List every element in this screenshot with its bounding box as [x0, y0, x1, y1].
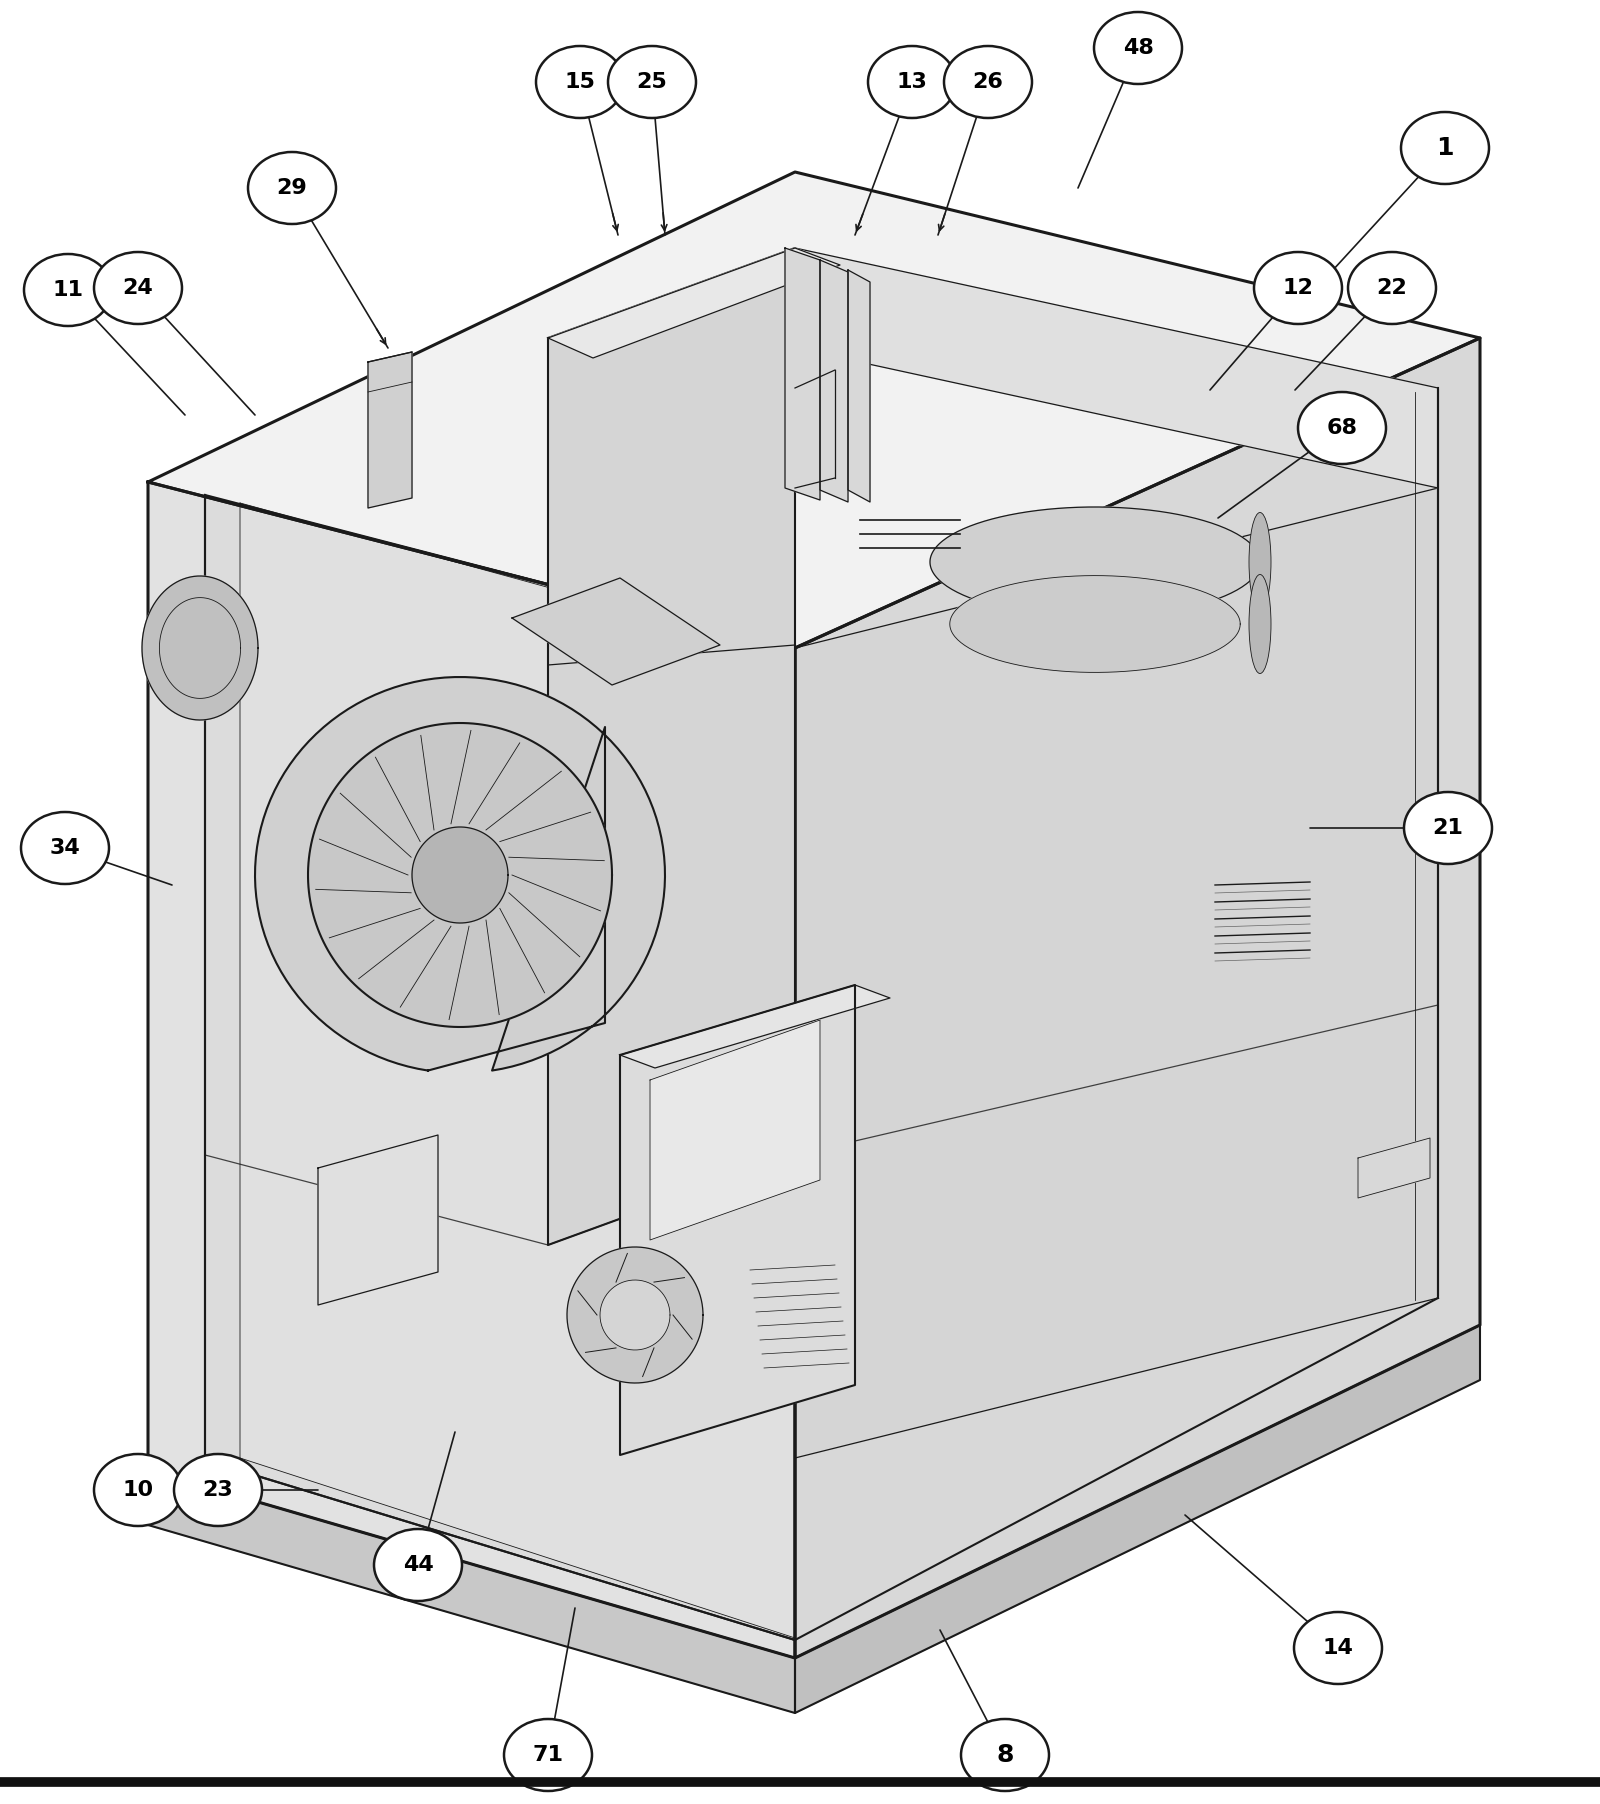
Polygon shape	[819, 260, 848, 502]
Ellipse shape	[1094, 13, 1182, 85]
Text: 8: 8	[997, 1743, 1014, 1766]
Ellipse shape	[1254, 253, 1342, 325]
Polygon shape	[950, 575, 1240, 673]
Text: 34: 34	[50, 839, 80, 859]
Ellipse shape	[174, 1454, 262, 1526]
Text: 10: 10	[123, 1479, 154, 1499]
Text: 13: 13	[896, 72, 928, 92]
Ellipse shape	[21, 812, 109, 884]
Text: 44: 44	[403, 1555, 434, 1575]
Ellipse shape	[1250, 512, 1270, 612]
Text: 29: 29	[277, 179, 307, 198]
Polygon shape	[600, 1281, 670, 1349]
Ellipse shape	[374, 1530, 462, 1600]
Polygon shape	[147, 1470, 795, 1714]
Polygon shape	[621, 985, 890, 1068]
Ellipse shape	[608, 45, 696, 117]
Polygon shape	[368, 352, 413, 509]
Polygon shape	[650, 1019, 819, 1239]
Ellipse shape	[1402, 112, 1490, 184]
Polygon shape	[786, 247, 819, 500]
Ellipse shape	[1347, 253, 1437, 325]
Polygon shape	[621, 985, 854, 1456]
Text: 48: 48	[1123, 38, 1154, 58]
Polygon shape	[205, 494, 795, 1640]
Ellipse shape	[536, 45, 624, 117]
Polygon shape	[142, 575, 258, 720]
Text: 21: 21	[1432, 817, 1464, 839]
Ellipse shape	[1405, 792, 1491, 864]
Polygon shape	[309, 723, 611, 1026]
Polygon shape	[795, 489, 1438, 1458]
Polygon shape	[930, 507, 1261, 617]
Text: 71: 71	[533, 1744, 563, 1764]
Polygon shape	[147, 482, 795, 1658]
Text: 15: 15	[565, 72, 595, 92]
Text: 11: 11	[53, 280, 83, 299]
Polygon shape	[547, 247, 795, 1245]
Ellipse shape	[1250, 574, 1270, 673]
Ellipse shape	[962, 1719, 1050, 1791]
Polygon shape	[795, 1324, 1480, 1714]
Text: 23: 23	[203, 1479, 234, 1499]
Text: 24: 24	[123, 278, 154, 298]
Ellipse shape	[504, 1719, 592, 1791]
Polygon shape	[1358, 1138, 1430, 1198]
Polygon shape	[254, 676, 666, 1070]
Ellipse shape	[867, 45, 957, 117]
Polygon shape	[547, 247, 840, 357]
Text: 22: 22	[1376, 278, 1408, 298]
Text: 14: 14	[1323, 1638, 1354, 1658]
Text: 25: 25	[637, 72, 667, 92]
Ellipse shape	[1298, 391, 1386, 464]
Ellipse shape	[1294, 1613, 1382, 1683]
Polygon shape	[795, 337, 1480, 1658]
Polygon shape	[413, 826, 509, 924]
Polygon shape	[512, 577, 720, 686]
Ellipse shape	[944, 45, 1032, 117]
Polygon shape	[566, 1247, 702, 1384]
Polygon shape	[240, 503, 795, 1638]
Polygon shape	[848, 271, 870, 502]
Polygon shape	[318, 1135, 438, 1304]
Text: 68: 68	[1326, 419, 1357, 438]
Ellipse shape	[24, 254, 112, 327]
Text: 1: 1	[1437, 135, 1454, 161]
Ellipse shape	[94, 1454, 182, 1526]
Text: 12: 12	[1283, 278, 1314, 298]
Polygon shape	[795, 247, 1438, 489]
Ellipse shape	[248, 152, 336, 224]
Ellipse shape	[94, 253, 182, 325]
Text: 26: 26	[973, 72, 1003, 92]
Polygon shape	[147, 171, 1480, 648]
